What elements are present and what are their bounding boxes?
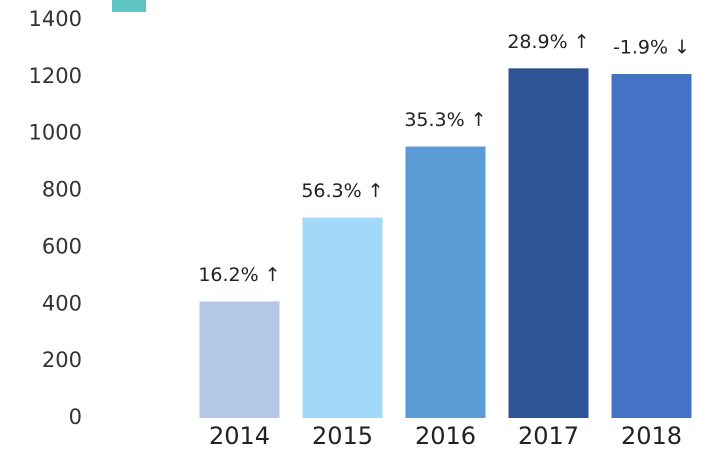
bar xyxy=(302,217,383,418)
y-tick-label: 1000 xyxy=(29,121,82,145)
y-tick-label: 1400 xyxy=(29,7,82,31)
bar xyxy=(611,74,692,418)
bar-annotation: -1.9% ↓ xyxy=(613,37,690,59)
y-tick-label: 1200 xyxy=(29,64,82,88)
y-tick-label: 800 xyxy=(42,178,82,202)
y-tick-label: 200 xyxy=(42,348,82,372)
x-tick-label: 2014 xyxy=(209,422,270,449)
bar xyxy=(508,68,589,418)
y-tick-label: 400 xyxy=(42,291,82,315)
x-tick-label: 2015 xyxy=(312,422,373,449)
x-tick-label: 2016 xyxy=(415,422,476,449)
bar-annotation: 28.9% ↑ xyxy=(507,31,589,53)
x-tick-label: 2018 xyxy=(621,422,682,449)
bar-annotation: 56.3% ↑ xyxy=(301,180,383,202)
bar xyxy=(199,301,280,418)
y-tick-label: 600 xyxy=(42,234,82,258)
bar-annotation: 16.2% ↑ xyxy=(198,264,280,286)
legend-swatch xyxy=(112,0,146,12)
bar-annotation: 35.3% ↑ xyxy=(404,109,486,131)
bar xyxy=(405,146,486,418)
x-tick-label: 2017 xyxy=(518,422,579,449)
y-tick-label: 0 xyxy=(69,405,82,429)
